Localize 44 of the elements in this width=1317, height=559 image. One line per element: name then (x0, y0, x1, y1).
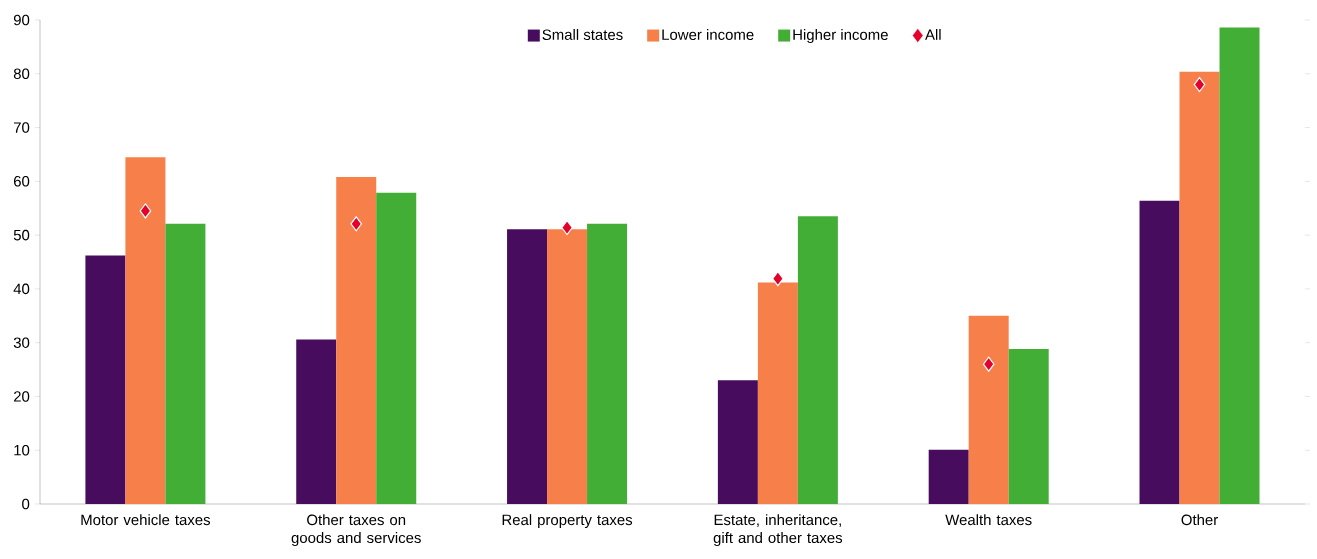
y-tick-label: 60 (13, 176, 30, 187)
y-tick-label: 20 (13, 391, 30, 402)
bar (85, 255, 126, 504)
x-tick-label: Real property taxes (502, 514, 633, 529)
y-tick-label: 50 (13, 229, 30, 241)
bar (757, 282, 798, 504)
x-tick-label: Wealth taxes (945, 514, 1032, 526)
bar (376, 192, 417, 504)
legend-label: Small states (542, 29, 623, 40)
point (772, 271, 784, 287)
bar (1008, 349, 1049, 504)
point (139, 203, 152, 219)
legend-label: All (925, 29, 941, 40)
y-tick-label: 30 (13, 337, 30, 348)
x-tick-label: Motor vehicle taxes (81, 514, 211, 526)
point (561, 219, 573, 236)
bar (1179, 71, 1220, 504)
bar (507, 229, 548, 504)
point (350, 216, 363, 232)
bar (1219, 27, 1260, 504)
x-tick-label: Other taxes on goods and services (291, 514, 421, 547)
point (982, 356, 995, 372)
bar (797, 216, 838, 504)
y-tick-label: 70 (13, 122, 30, 133)
y-tick-label: 90 (13, 14, 30, 26)
x-tick-label: Estate, inheritance, gift and other taxes (713, 514, 843, 547)
bar (296, 339, 337, 504)
bar (928, 449, 969, 504)
y-tick-label: 40 (13, 283, 30, 295)
legend-label: Higher income (793, 29, 888, 43)
y-tick-label: 0 (22, 498, 30, 510)
bar (125, 157, 166, 504)
bar (336, 177, 377, 504)
bar (547, 229, 588, 504)
point (1193, 76, 1206, 93)
bar (165, 223, 206, 504)
y-tick-label: 80 (13, 68, 30, 80)
bar (1139, 200, 1180, 504)
bar (968, 315, 1009, 504)
x-tick-label: Other (1181, 514, 1218, 526)
bar (587, 223, 628, 504)
bar (717, 380, 758, 504)
y-tick-label: 10 (14, 444, 30, 456)
legend-label: Lower income (662, 29, 754, 40)
